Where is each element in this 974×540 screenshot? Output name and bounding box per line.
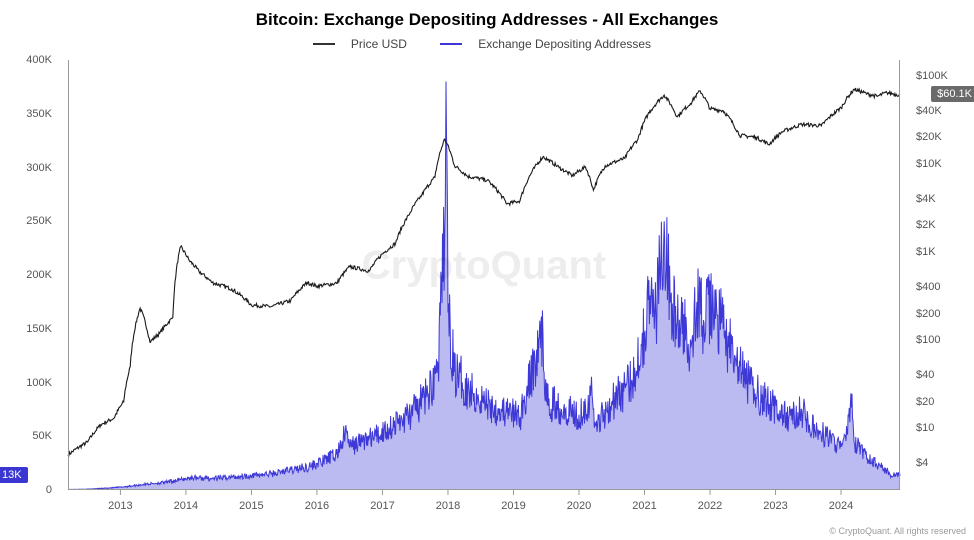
y-axis-right: $60.1K $4 $10 $20 $40 $100 $200 $400 $1K $2K $4K $…: [908, 60, 974, 490]
y-left-tick: 250K: [26, 215, 52, 227]
y-left-tick: 150K: [26, 323, 52, 335]
y-right-tick: $4K: [916, 193, 936, 205]
x-axis-line: [68, 489, 900, 490]
y-right-tick: $40: [916, 369, 934, 381]
y-axis-left: 13K 050K100K150K200K250K300K350K400K: [0, 60, 60, 490]
x-tick: 2013: [108, 500, 132, 512]
y-right-tick: $200: [916, 308, 940, 320]
y-right-tick: $4: [916, 457, 928, 469]
legend-item-price: Price USD: [313, 37, 417, 51]
y-left-tick: 300K: [26, 162, 52, 174]
x-tick: 2021: [632, 500, 656, 512]
y-right-tick: $10: [916, 422, 934, 434]
x-tick: 2017: [370, 500, 394, 512]
y-right-tick: $20K: [916, 131, 942, 143]
x-tick: 2020: [567, 500, 591, 512]
plot-area: CryptoQuant: [68, 60, 900, 490]
left-axis-marker: 13K: [0, 467, 28, 483]
x-tick: 2015: [239, 500, 263, 512]
copyright-text: © CryptoQuant. All rights reserved: [829, 526, 966, 536]
y-left-tick: 350K: [26, 108, 52, 120]
y-right-tick: $100K: [916, 70, 948, 82]
y-left-tick: 0: [46, 484, 52, 496]
y-right-tick: $400: [916, 281, 940, 293]
y-left-tick: 100K: [26, 377, 52, 389]
x-tick: 2023: [763, 500, 787, 512]
y-left-tick: 200K: [26, 269, 52, 281]
y-right-tick: $20: [916, 396, 934, 408]
legend-label-addresses: Exchange Depositing Addresses: [478, 37, 651, 51]
y-right-tick: $40K: [916, 105, 942, 117]
x-tick: 2022: [698, 500, 722, 512]
chart-container: Bitcoin: Exchange Depositing Addresses -…: [0, 0, 974, 540]
chart-title: Bitcoin: Exchange Depositing Addresses -…: [0, 10, 974, 30]
y-left-tick: 50K: [32, 430, 52, 442]
x-axis: 2013 2014 2015 2016 2017 2018 2019 2020 2021 2022…: [68, 494, 900, 520]
x-tick: 2018: [436, 500, 460, 512]
legend: Price USD Exchange Depositing Addresses: [0, 34, 974, 51]
y-left-tick: 400K: [26, 54, 52, 66]
series-addresses-fill: [68, 82, 900, 491]
right-axis-marker: $60.1K: [931, 86, 974, 102]
y-right-tick: $100: [916, 334, 940, 346]
legend-swatch-price: [313, 43, 335, 45]
y-right-tick: $1K: [916, 246, 936, 258]
chart-svg: [68, 60, 900, 490]
legend-item-addresses: Exchange Depositing Addresses: [440, 37, 661, 51]
x-tick: 2019: [501, 500, 525, 512]
y-axis-right-line: [899, 60, 900, 490]
x-tick: 2024: [829, 500, 853, 512]
legend-label-price: Price USD: [351, 37, 407, 51]
y-axis-left-line: [68, 60, 69, 490]
legend-swatch-addresses: [440, 43, 462, 45]
x-tick: 2014: [174, 500, 198, 512]
x-tick: 2016: [305, 500, 329, 512]
y-right-tick: $2K: [916, 219, 936, 231]
y-right-tick: $10K: [916, 158, 942, 170]
